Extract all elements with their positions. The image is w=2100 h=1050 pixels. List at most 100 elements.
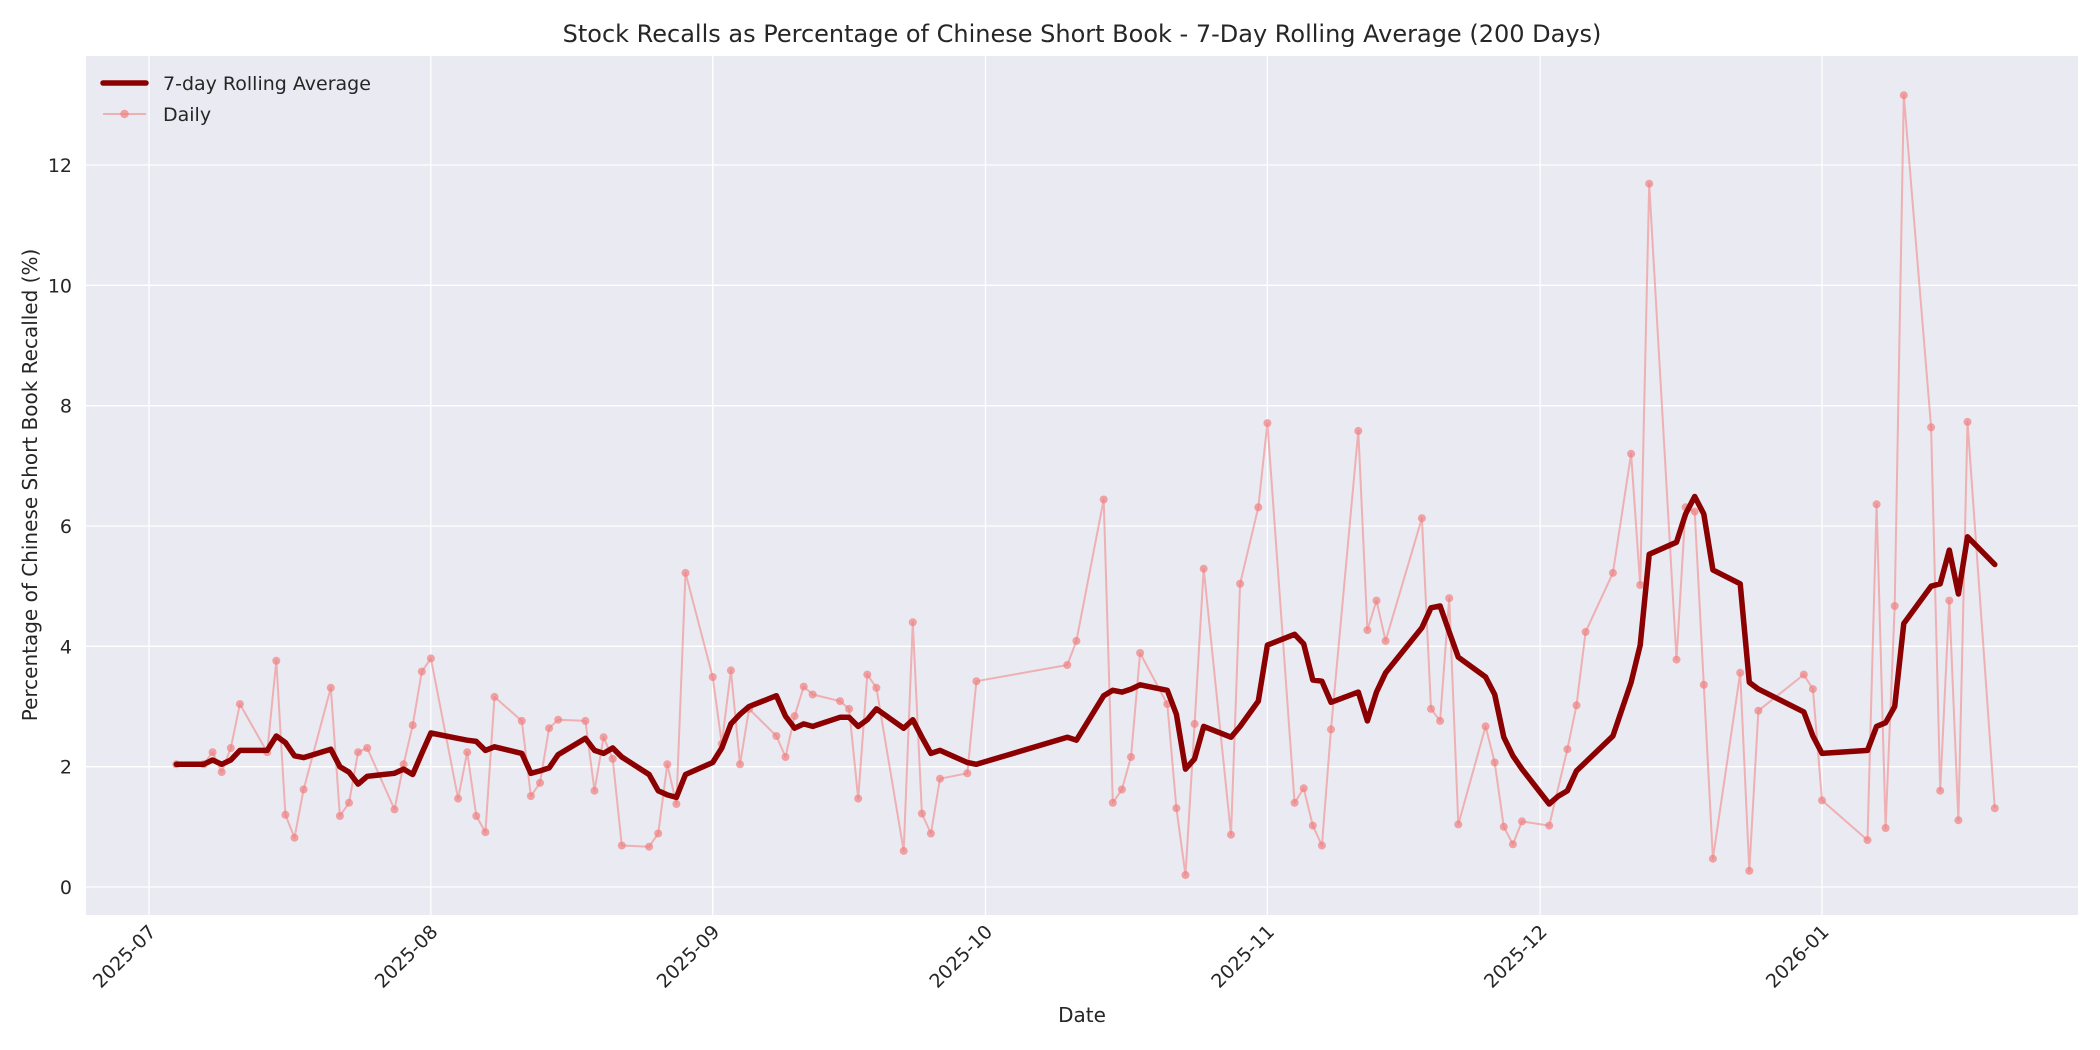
daily-point: [1490, 758, 1499, 767]
daily-point: [1508, 840, 1517, 849]
daily-point: [1136, 649, 1145, 657]
daily-point: [235, 700, 244, 709]
chart-title: Stock Recalls as Percentage of Chinese S…: [563, 20, 1602, 48]
daily-point: [1354, 426, 1363, 435]
y-axis-ticks: 0 2 4 6 8 10 12: [48, 155, 72, 899]
daily-point: [1890, 602, 1899, 610]
daily-point: [299, 785, 308, 794]
daily-point: [645, 842, 654, 851]
daily-point: [363, 744, 372, 752]
daily-point: [1563, 745, 1572, 754]
daily-point: [1099, 495, 1108, 504]
daily-point: [726, 666, 735, 675]
daily-point: [1690, 507, 1699, 516]
x-tick-label: 2025-10: [925, 921, 997, 993]
daily-point: [1545, 821, 1554, 830]
daily-point: [208, 748, 217, 757]
daily-point: [1572, 701, 1581, 710]
daily-point: [1299, 784, 1308, 793]
daily-point: [654, 829, 663, 838]
rolling-average-series: [173, 493, 1998, 807]
x-tick-label: 2025-07: [89, 921, 161, 993]
daily-point: [1381, 636, 1390, 645]
x-tick-label: 2025-09: [653, 921, 725, 993]
daily-point: [1990, 804, 1999, 813]
daily-point: [836, 697, 844, 706]
daily-point: [1636, 581, 1645, 589]
daily-point: [1808, 685, 1817, 694]
daily-point: [390, 805, 399, 814]
daily-point: [1454, 820, 1463, 829]
daily-point: [1881, 824, 1890, 832]
x-axis-label: Date: [1058, 1003, 1106, 1027]
plot-area: [86, 56, 2078, 915]
daily-point: [1063, 661, 1072, 669]
daily-point: [1108, 798, 1117, 807]
daily-point: [472, 812, 481, 820]
daily-point: [799, 682, 808, 691]
daily-point: [1199, 564, 1208, 573]
daily-point: [290, 833, 299, 842]
legend: 7-day Rolling Average Daily: [100, 73, 371, 126]
daily-point: [554, 715, 563, 724]
daily-point: [872, 683, 881, 692]
daily-point: [454, 794, 463, 803]
daily-point: [845, 704, 854, 713]
daily-point: [354, 748, 363, 757]
legend-rolling-label: 7-day Rolling Average: [163, 73, 371, 95]
daily-point: [1445, 594, 1454, 603]
daily-point: [608, 754, 617, 763]
daily-point: [1936, 786, 1945, 795]
gridlines: [86, 56, 2078, 915]
daily-point: [281, 810, 290, 819]
daily-point: [663, 760, 672, 769]
daily-point: [335, 812, 344, 820]
daily-point: [272, 656, 281, 665]
daily-point: [781, 753, 790, 761]
daily-point: [1608, 568, 1617, 577]
daily-point: [1190, 719, 1199, 728]
daily-point: [1254, 503, 1263, 512]
x-tick-label: 2026-01: [1762, 921, 1834, 993]
daily-point: [1872, 500, 1881, 509]
daily-point: [1927, 423, 1936, 432]
daily-point: [1518, 817, 1526, 826]
daily-point: [908, 618, 917, 627]
daily-point: [399, 760, 408, 769]
daily-point: [681, 568, 690, 577]
daily-point: [345, 798, 353, 807]
daily-series: [172, 91, 1999, 879]
y-axis-label: Percentage of Chinese Short Book Recalle…: [18, 249, 42, 722]
daily-point: [790, 712, 799, 721]
daily-point: [926, 829, 935, 838]
daily-point: [1181, 871, 1190, 879]
daily-point: [1954, 816, 1963, 825]
daily-line: [176, 94, 1996, 876]
daily-point: [617, 841, 626, 850]
daily-point: [972, 677, 981, 686]
y-tick-label: 8: [60, 396, 72, 418]
daily-point: [1290, 798, 1299, 807]
daily-point: [1117, 785, 1126, 794]
daily-point: [1818, 796, 1826, 805]
daily-point: [217, 768, 226, 777]
daily-point: [517, 716, 526, 725]
legend-daily-label: Daily: [163, 104, 211, 126]
y-tick-label: 12: [48, 155, 72, 177]
daily-point: [1799, 670, 1808, 679]
x-axis-ticks: 2025-07 2025-08 2025-09 2025-10 2025-11 2025-…: [89, 921, 1834, 993]
daily-point: [226, 744, 235, 752]
y-tick-label: 2: [60, 757, 72, 779]
daily-point: [1645, 179, 1654, 188]
daily-point: [426, 654, 435, 663]
daily-point: [1172, 804, 1181, 813]
daily-point: [936, 774, 944, 783]
daily-point: [863, 670, 872, 679]
daily-point: [899, 846, 908, 855]
daily-point: [1317, 841, 1326, 850]
daily-point: [326, 683, 335, 692]
daily-point: [854, 794, 863, 803]
daily-point: [590, 786, 599, 795]
daily-point: [490, 692, 499, 701]
